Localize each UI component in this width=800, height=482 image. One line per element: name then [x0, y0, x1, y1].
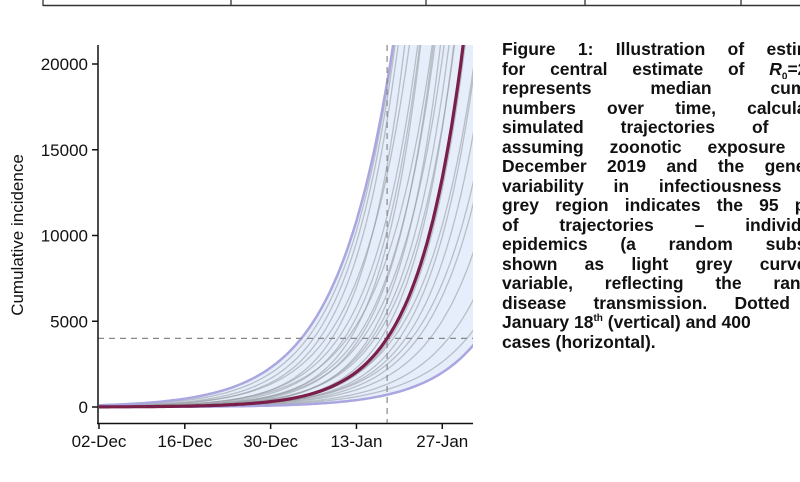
caption-line: variability in infectiousness o	[502, 176, 800, 196]
r0-symbol: R	[769, 59, 782, 79]
y-tick-label: 10000	[41, 227, 88, 246]
caption-line: Figure 1: Illustration of estima	[502, 40, 800, 59]
caption-line: assuming zoonotic exposure o	[502, 137, 800, 157]
r0-value: =2.6	[787, 59, 800, 79]
figure-caption: Figure 1: Illustration of estima for cen…	[502, 40, 800, 352]
x-tick-label: 27-Jan	[416, 432, 468, 451]
y-axis-title: Cumulative incidence	[8, 154, 27, 316]
trajectory-line	[99, 45, 411, 407]
caption-line: December 2019 and the genera	[502, 157, 800, 176]
y-tick-label: 5000	[50, 312, 88, 331]
cumulative-incidence-chart: 0 5000 10000 15000 20000 02-Dec 16-Dec 30-Dec 1…	[8, 45, 473, 451]
caption-line: of trajectories – individua	[502, 215, 800, 235]
caption-line: January 18th (vertical) and 400	[502, 313, 800, 333]
caption-text: for central estimate of	[502, 59, 770, 79]
caption-line: disease transmission. Dotted l	[502, 293, 800, 313]
caption-line: variable, reflecting the rando	[502, 274, 800, 293]
r0-subscript: 0	[781, 71, 788, 80]
trajectory-line	[98, 45, 395, 407]
superscript-th: th	[593, 313, 603, 325]
median-line	[99, 45, 465, 409]
y-tick-label: 0	[79, 398, 88, 417]
x-tick-label: 30-Dec	[243, 432, 298, 451]
x-tick-label: 16-Dec	[157, 432, 212, 451]
upper-bound-line	[98, 45, 395, 407]
x-tick-label: 13-Jan	[330, 432, 382, 451]
caption-text: (vertical) and 400	[602, 313, 751, 332]
table-bottom-border	[42, 0, 800, 7]
y-tick-label: 15000	[41, 141, 88, 160]
caption-line: epidemics (a random subset	[502, 235, 800, 254]
x-tick-label: 02-Dec	[72, 432, 127, 451]
caption-line: for central estimate of R0=2.6	[502, 60, 800, 80]
caption-line: simulated trajectories of th	[502, 118, 800, 137]
caption-line: numbers over time, calculate	[502, 98, 800, 118]
caption-line: shown as light grey curves)	[502, 254, 800, 274]
caption-line: grey region indicates the 95 per	[502, 196, 800, 215]
y-tick-label: 20000	[41, 55, 88, 74]
caption-text: January 18	[502, 313, 594, 332]
caption-line: represents median cumul	[502, 79, 800, 98]
caption-line: cases (horizontal).	[502, 332, 656, 352]
